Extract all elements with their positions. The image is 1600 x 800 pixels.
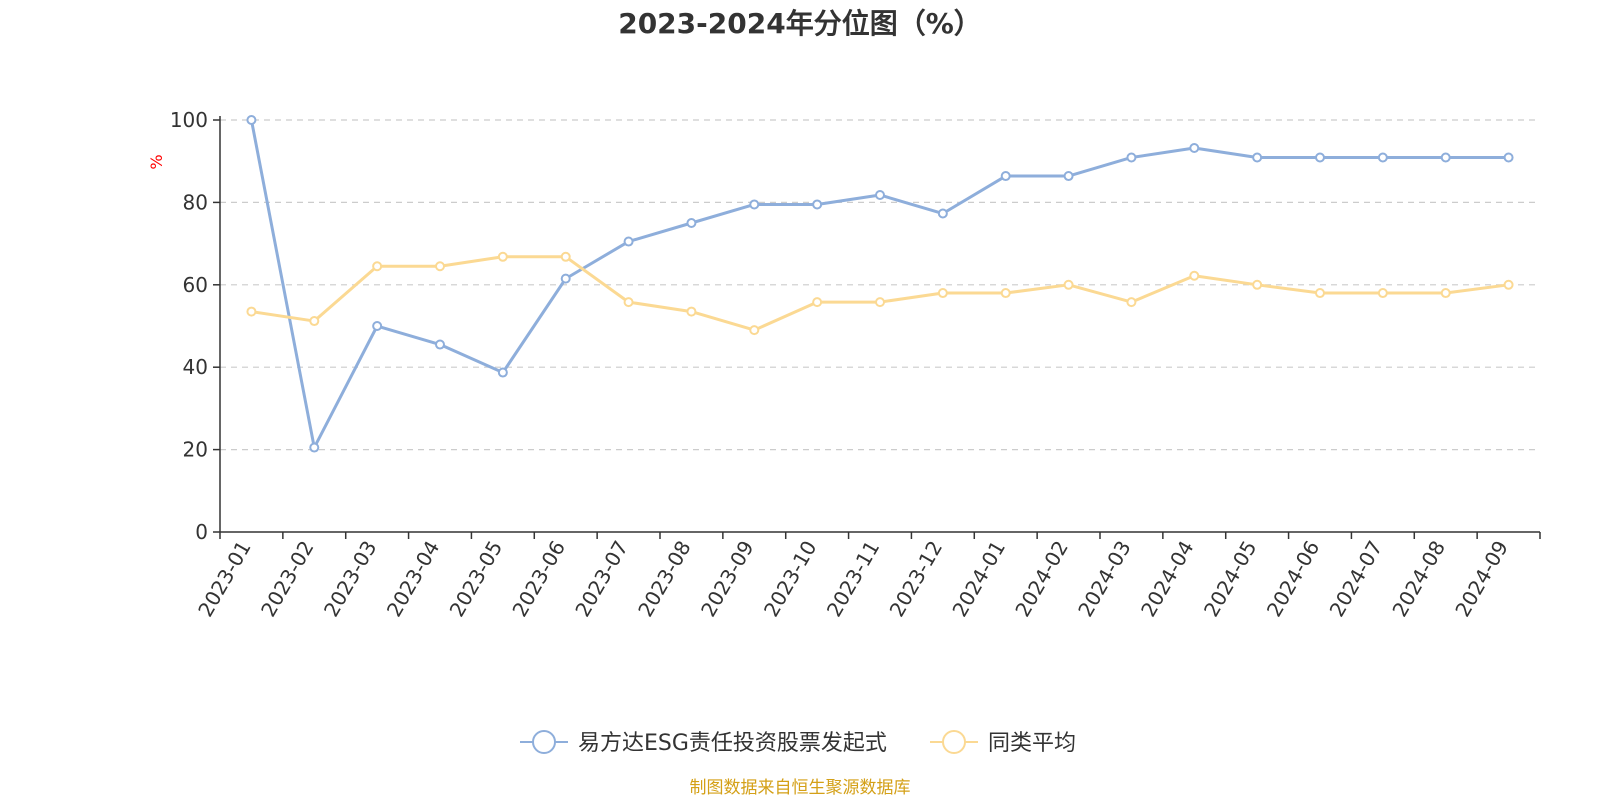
- data-point[interactable]: [309, 316, 320, 327]
- data-point[interactable]: [1252, 279, 1263, 290]
- data-point[interactable]: [246, 115, 257, 125]
- data-point[interactable]: [1503, 279, 1514, 290]
- data-point[interactable]: [1315, 288, 1325, 299]
- chart-title: 2023-2024年分位图（%）: [618, 7, 982, 40]
- x-tick-label: 2024-02: [1010, 537, 1073, 621]
- data-point[interactable]: [686, 218, 697, 228]
- data-point[interactable]: [749, 199, 760, 210]
- y-axis-label: %: [147, 154, 166, 169]
- data-point[interactable]: [309, 442, 320, 453]
- data-point[interactable]: [1440, 152, 1451, 163]
- x-tick-label: 2023-06: [507, 537, 570, 621]
- data-point[interactable]: [1126, 152, 1137, 163]
- data-point[interactable]: [435, 339, 445, 350]
- x-tick-label: 2023-09: [696, 537, 759, 621]
- data-point[interactable]: [875, 189, 885, 200]
- data-point[interactable]: [372, 261, 383, 272]
- x-tick-label: 2023-08: [633, 537, 696, 621]
- data-point[interactable]: [1000, 171, 1011, 182]
- y-tick-label: 60: [183, 273, 208, 297]
- data-point[interactable]: [1377, 152, 1388, 163]
- data-point[interactable]: [560, 251, 571, 262]
- data-point[interactable]: [497, 251, 508, 262]
- x-tick-label: 2024-07: [1325, 537, 1388, 621]
- legend-label: 同类平均: [988, 731, 1076, 756]
- data-point[interactable]: [1063, 171, 1074, 182]
- data-point[interactable]: [372, 321, 383, 331]
- x-tick-label: 2023-02: [256, 537, 319, 621]
- axes: 0 20 40 60 80 100 2023-01 2023-02 2023-03 2023-04…: [170, 108, 1541, 621]
- legend-circle-icon: [532, 730, 556, 754]
- x-tick-label: 2023-01: [193, 537, 256, 621]
- series-layer: [246, 115, 1514, 453]
- data-point[interactable]: [812, 297, 823, 308]
- x-tick-label: 2023-03: [319, 537, 382, 621]
- legend[interactable]: 易方达ESG责任投资股票发起式 同类平均: [520, 730, 1076, 756]
- data-point[interactable]: [749, 325, 760, 336]
- data-point[interactable]: [1377, 288, 1388, 299]
- data-point[interactable]: [1315, 152, 1325, 163]
- data-point[interactable]: [435, 261, 445, 272]
- x-tick-label: 2024-04: [1136, 537, 1199, 621]
- series-line-0: [249, 119, 1509, 450]
- y-tick-label: 40: [183, 355, 208, 379]
- y-tick-label: 0: [195, 520, 208, 544]
- data-point[interactable]: [623, 297, 634, 308]
- x-tick-label: 2023-05: [445, 537, 508, 621]
- data-point[interactable]: [1252, 152, 1263, 163]
- data-point[interactable]: [812, 199, 823, 210]
- data-point[interactable]: [246, 306, 257, 317]
- data-point[interactable]: [1063, 279, 1074, 290]
- x-tick-label: 2024-01: [947, 537, 1010, 621]
- x-tick-label: 2023-10: [759, 537, 822, 621]
- data-point[interactable]: [937, 208, 948, 219]
- x-tick-label: 2024-03: [1073, 537, 1136, 621]
- legend-item-1[interactable]: 同类平均: [930, 730, 1076, 756]
- data-point[interactable]: [1440, 288, 1451, 299]
- y-tick-label: 20: [183, 438, 208, 462]
- data-point[interactable]: [560, 273, 571, 284]
- data-point[interactable]: [875, 297, 885, 308]
- data-point[interactable]: [1503, 152, 1514, 163]
- x-tick-label: 2024-09: [1450, 537, 1513, 621]
- x-tick-label: 2024-05: [1199, 537, 1262, 621]
- legend-label: 易方达ESG责任投资股票发起式: [578, 731, 887, 756]
- x-tick-label: 2024-06: [1262, 537, 1325, 621]
- grid-lines: [220, 119, 1540, 451]
- data-point[interactable]: [1000, 288, 1011, 299]
- x-tick-label: 2023-07: [570, 537, 633, 621]
- data-point[interactable]: [1126, 297, 1137, 308]
- data-point[interactable]: [937, 288, 948, 299]
- y-tick-label: 80: [183, 190, 208, 214]
- data-point[interactable]: [1189, 143, 1200, 154]
- x-tick-label: 2023-11: [822, 537, 885, 621]
- series-1: [246, 251, 1514, 336]
- x-tick-label: 2023-04: [382, 537, 445, 621]
- source-note: 制图数据来自恒生聚源数据库: [690, 778, 911, 798]
- y-tick-label: 100: [170, 108, 208, 132]
- data-point[interactable]: [686, 306, 697, 317]
- data-point[interactable]: [1189, 270, 1200, 281]
- legend-item-0[interactable]: 易方达ESG责任投资股票发起式: [520, 730, 887, 756]
- data-point[interactable]: [623, 236, 634, 247]
- series-0: [246, 115, 1514, 453]
- x-tick-label: 2024-08: [1387, 537, 1450, 621]
- data-point[interactable]: [497, 367, 508, 378]
- x-tick-label: 2023-12: [885, 537, 948, 621]
- legend-circle-icon: [942, 730, 966, 754]
